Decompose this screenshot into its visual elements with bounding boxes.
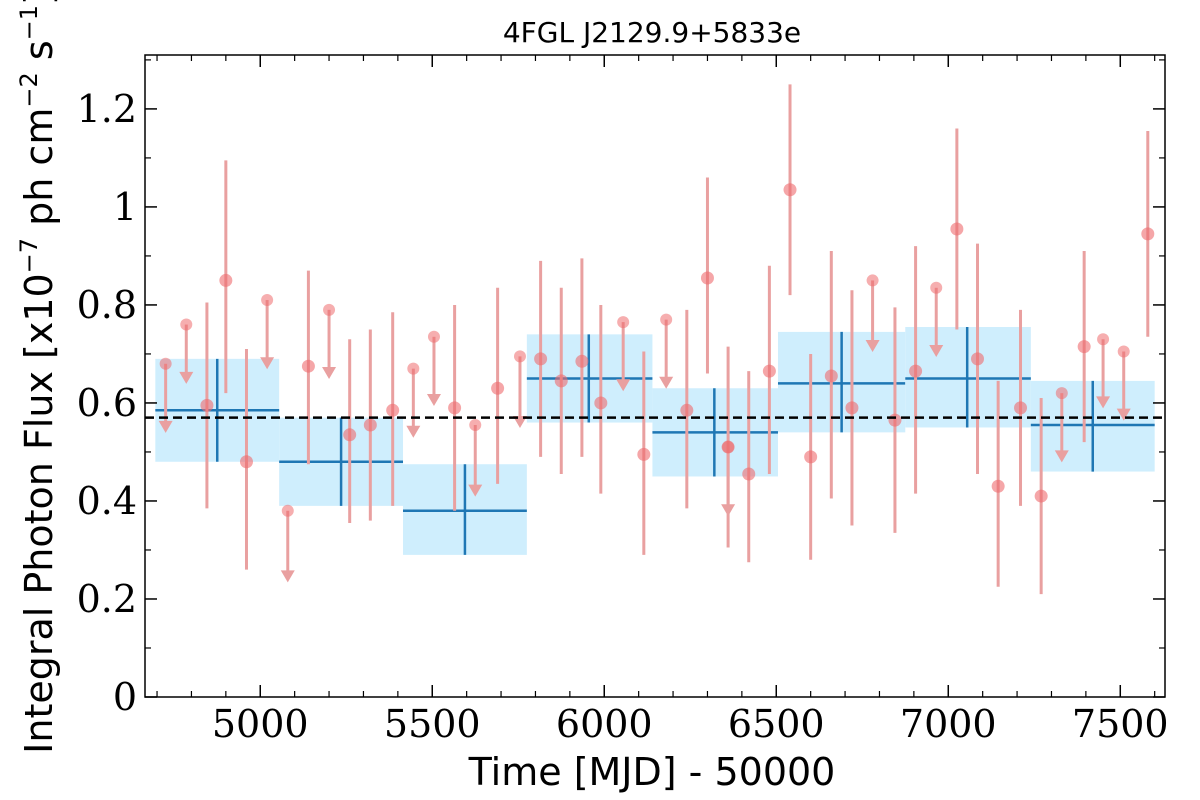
detection-point (301, 359, 315, 373)
upper-limit-point (281, 504, 294, 517)
detection-point (742, 467, 756, 481)
upper-limit-arrow (659, 376, 674, 389)
upper-limit-point (261, 294, 274, 307)
upper-limit-point (722, 441, 735, 454)
upper-limit-point (180, 318, 193, 331)
detection-point (363, 418, 377, 432)
long-bin-layer (155, 326, 1155, 555)
y-tick-label: 1 (113, 185, 137, 229)
upper-limit-point (1097, 333, 1110, 346)
x-tick-label: 5000 (212, 702, 309, 746)
chart-title: 4FGL J2129.9+5833e (503, 16, 801, 49)
detection-point (824, 369, 838, 383)
upper-limit-point (617, 316, 630, 329)
upper-limit-arrow (1096, 396, 1111, 409)
axes-layer: 5000 5500 6000 6500 7000 7500 0 0.2 0.4 0.6 0.8 1 1.… (77, 54, 1169, 746)
upper-limit-point (1117, 345, 1130, 358)
y-tick-label: 0.8 (77, 283, 137, 327)
detection-point (909, 364, 923, 378)
upper-limit-arrow (468, 484, 483, 497)
upper-limit-point (469, 419, 482, 432)
detection-point (1014, 401, 1028, 415)
detection-point (448, 401, 462, 415)
upper-limit-point (513, 350, 526, 363)
upper-limit-arrow (179, 371, 194, 384)
upper-limit-point (1055, 387, 1068, 400)
upper-limit-arrow (158, 420, 173, 433)
detection-point (804, 450, 818, 464)
upper-limit-arrow (616, 379, 631, 392)
detection-point (219, 273, 233, 287)
y-tick-label: 0.2 (77, 577, 137, 621)
plot-frame (144, 54, 1166, 698)
upper-limit-arrow (721, 504, 736, 517)
upper-limit-point (323, 303, 336, 316)
detection-point (1077, 340, 1091, 354)
detection-point (1034, 489, 1048, 503)
detection-point (239, 455, 253, 469)
upper-limit-arrow (406, 425, 421, 438)
short-bin-point-layer (159, 183, 1155, 517)
upper-limit-arrow (865, 340, 880, 353)
x-axis-title: Time [MJD] - 50000 (468, 750, 836, 794)
detection-point (991, 479, 1005, 493)
x-tick-label: 7500 (1072, 702, 1169, 746)
detection-point (762, 364, 776, 378)
x-tick-label: 5500 (384, 702, 481, 746)
y-tick-label: 0 (113, 675, 137, 719)
detection-point (1141, 227, 1155, 241)
upper-limit-arrow (260, 357, 275, 370)
upper-limit-arrow (1116, 408, 1131, 421)
y-tick-label: 1.2 (77, 87, 137, 131)
detection-point (594, 396, 608, 410)
upper-limit-arrow (322, 367, 337, 379)
detection-point (491, 381, 505, 395)
upper-limit-point (427, 330, 440, 343)
y-axis-title: Integral Photon Flux [x10−7 ph cm−2 s−1] (15, 0, 61, 754)
detection-point (386, 403, 400, 417)
y-tick-label: 0.6 (77, 381, 137, 425)
upper-limit-arrow (280, 570, 295, 583)
detection-point (534, 352, 548, 366)
detection-point (700, 271, 714, 285)
detection-point (575, 354, 589, 368)
upper-limit-arrow (512, 416, 527, 429)
upper-limit-point (407, 362, 420, 375)
upper-limit-arrow (426, 393, 441, 406)
detection-point (783, 183, 797, 197)
upper-limit-point (866, 274, 879, 287)
x-tick-label: 7000 (900, 702, 997, 746)
upper-limit-arrow (929, 344, 944, 357)
detection-point (200, 398, 214, 412)
detection-point (554, 374, 568, 388)
upper-limit-point (660, 313, 673, 326)
detection-point (845, 401, 859, 415)
x-tick-label: 6000 (556, 702, 653, 746)
detection-point (950, 222, 964, 236)
detection-point (888, 413, 902, 427)
upper-limit-point (159, 357, 172, 370)
detection-point (680, 403, 694, 417)
upper-limit-point (930, 281, 943, 294)
detection-point (343, 428, 357, 442)
y-tick-label: 0.4 (77, 479, 137, 523)
x-tick-label: 6500 (728, 702, 825, 746)
detection-point (637, 447, 651, 461)
detection-point (971, 352, 985, 366)
upper-limit-arrow (1054, 450, 1069, 463)
